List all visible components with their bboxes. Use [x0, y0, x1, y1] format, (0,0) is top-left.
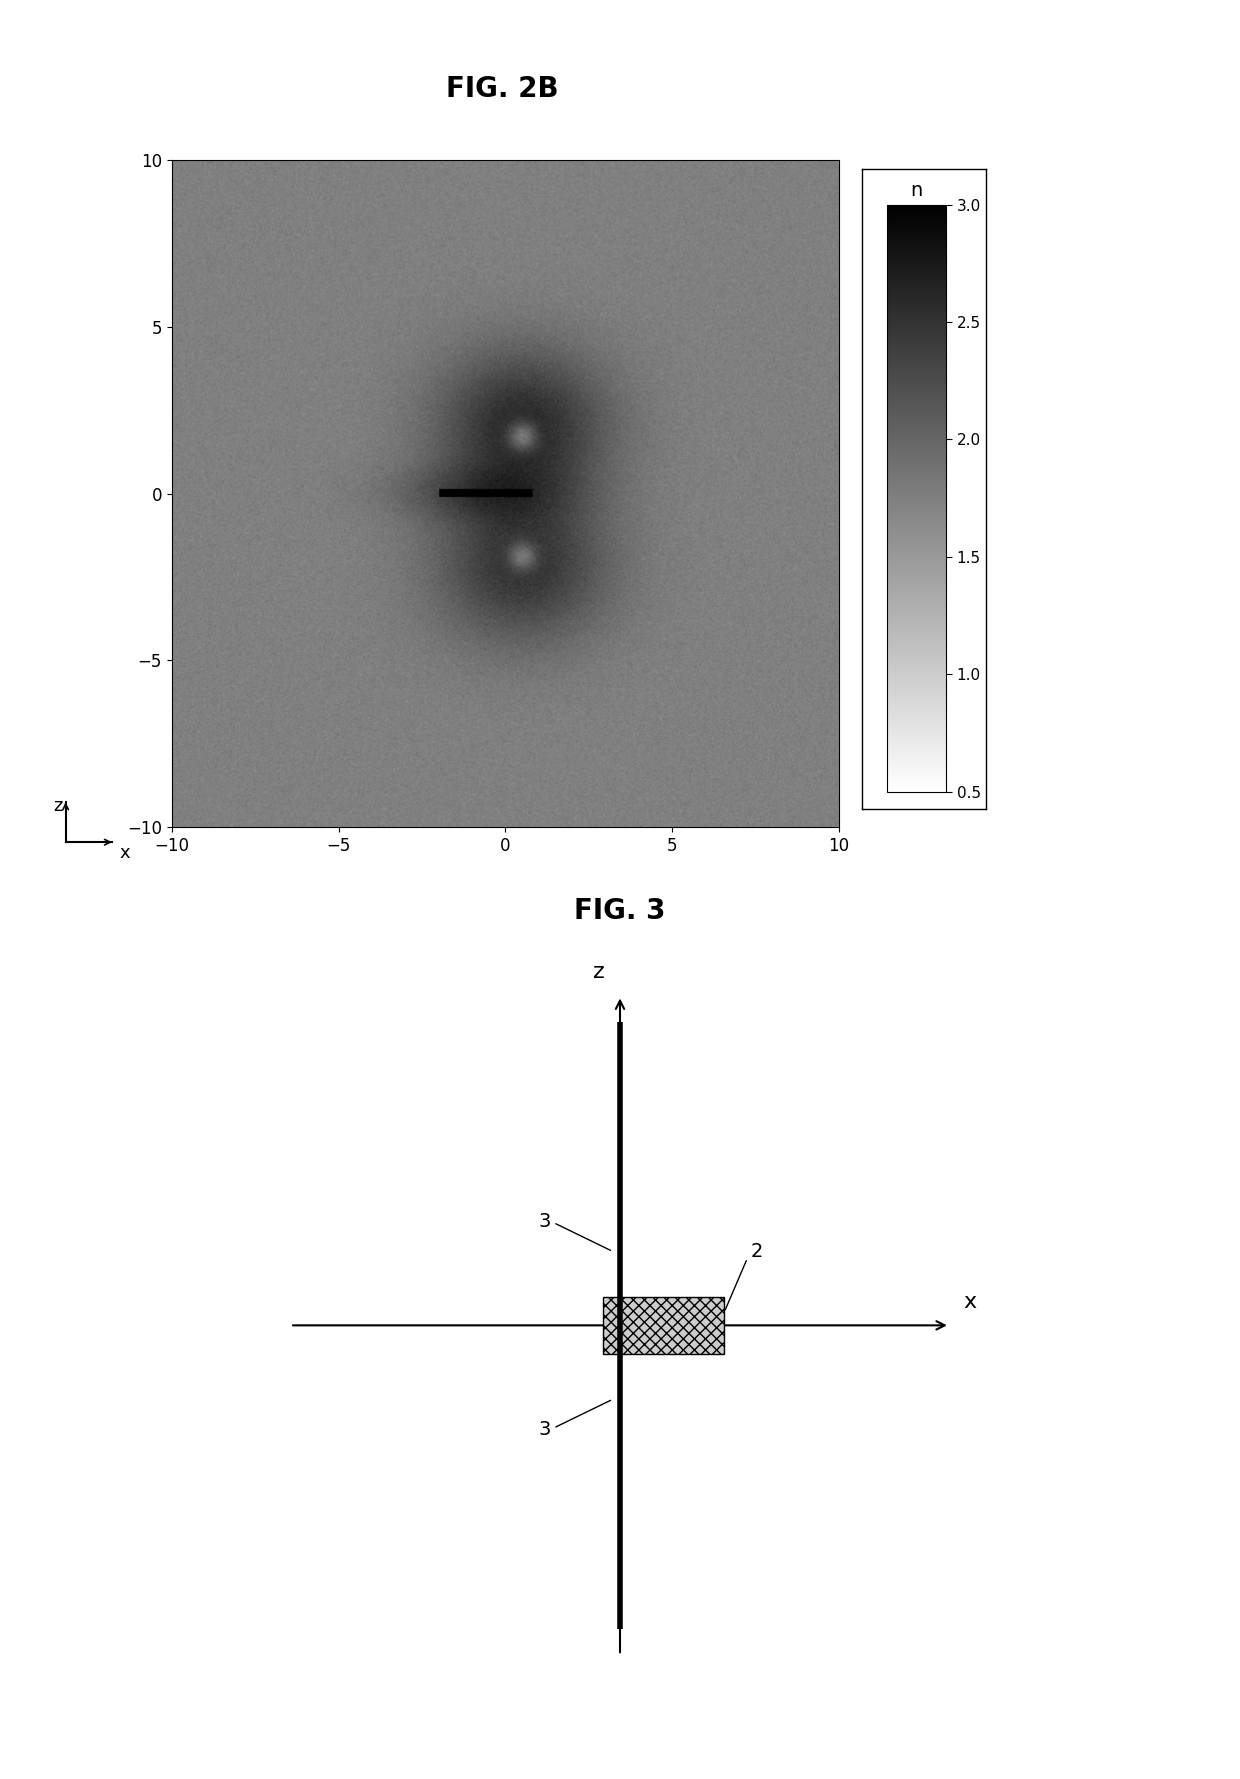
Text: FIG. 2B: FIG. 2B: [446, 75, 558, 103]
Text: x: x: [963, 1292, 976, 1313]
Text: 3: 3: [538, 1211, 610, 1251]
Bar: [603, 1297, 724, 1354]
Text: 3: 3: [538, 1400, 610, 1439]
Title: n: n: [910, 181, 923, 201]
Text: 2: 2: [725, 1242, 763, 1309]
Text: FIG. 3: FIG. 3: [574, 897, 666, 925]
Text: z: z: [593, 962, 604, 982]
Text: z: z: [53, 797, 62, 815]
Text: x: x: [119, 845, 130, 863]
